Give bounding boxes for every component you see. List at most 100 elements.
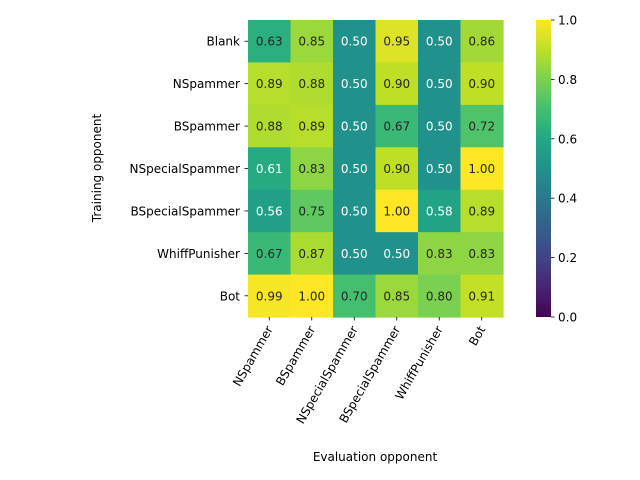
heatmap-cell [333, 232, 377, 276]
heatmap-cell [333, 189, 377, 233]
x-tick-label: BSpammer [273, 323, 318, 387]
cell-value-label: 0.50 [341, 247, 368, 261]
heatmap-cell [418, 147, 462, 191]
cell-value-label: 0.89 [298, 120, 325, 134]
y-tick-label: Blank [207, 35, 241, 49]
heatmap-cell [333, 20, 377, 64]
cell-value-label: 0.91 [468, 289, 495, 303]
cell-value-label: 0.67 [383, 120, 410, 134]
colorbar [536, 20, 551, 317]
heatmap-cell [375, 232, 419, 276]
heatmap-cell [418, 62, 462, 106]
heatmap-cell [375, 189, 419, 233]
colorbar-tick-label: 0.0 [558, 311, 577, 325]
cell-value-label: 0.56 [256, 204, 283, 218]
colorbar-tick-label: 0.4 [558, 192, 577, 206]
cell-value-label: 0.50 [341, 204, 368, 218]
y-tick-label: Bot [220, 289, 241, 303]
cell-value-label: 0.50 [341, 162, 368, 176]
heatmap-cell [290, 232, 334, 276]
cell-value-label: 1.00 [468, 162, 495, 176]
cell-value-label: 0.90 [383, 77, 410, 91]
cell-value-label: 0.50 [341, 120, 368, 134]
cell-value-label: 0.58 [426, 204, 453, 218]
heatmap-cell [375, 147, 419, 191]
cell-value-label: 1.00 [383, 204, 410, 218]
heatmap-cell [375, 274, 419, 318]
x-axis-label: Evaluation opponent [313, 450, 438, 464]
cell-value-label: 0.88 [256, 120, 283, 134]
heatmap-cell [460, 189, 504, 233]
heatmap-cell [248, 147, 292, 191]
y-axis-label: Training opponent [90, 114, 104, 224]
heatmap-cell [418, 20, 462, 64]
cell-value-label: 0.85 [298, 35, 325, 49]
x-tick-label: NSpammer [230, 323, 276, 388]
cell-value-label: 0.90 [383, 162, 410, 176]
heatmap-cell-labels: 0.63 0.85 0.50 0.95 0.50 0.86 0.89 0.88 0.50 0.90… [256, 35, 495, 304]
y-tick-label: WhiffPunisher [157, 247, 240, 261]
cell-value-label: 0.85 [383, 289, 410, 303]
heatmap-cell [460, 62, 504, 106]
cell-value-label: 1.00 [298, 289, 325, 303]
heatmap-cell [248, 274, 292, 318]
cell-value-label: 0.70 [341, 289, 368, 303]
cell-value-label: 0.61 [256, 162, 283, 176]
heatmap-cell [460, 147, 504, 191]
heatmap-cell [418, 104, 462, 148]
heatmap-cell [290, 189, 334, 233]
y-tick-label: NSpammer [173, 77, 240, 91]
heatmap-cell [333, 274, 377, 318]
cell-value-label: 0.95 [383, 35, 410, 49]
y-tick-label: BSpammer [174, 120, 240, 134]
colorbar-tick-label: 0.2 [558, 251, 577, 265]
heatmap-cell [375, 62, 419, 106]
heatmap-cell [290, 147, 334, 191]
heatmap-cell [290, 20, 334, 64]
heatmap-cell [248, 20, 292, 64]
cell-value-label: 0.50 [426, 35, 453, 49]
cell-value-label: 0.63 [256, 35, 283, 49]
cell-value-label: 0.90 [468, 77, 495, 91]
heatmap-cell [248, 62, 292, 106]
cell-value-label: 0.83 [298, 162, 325, 176]
cell-value-label: 0.89 [468, 204, 495, 218]
x-axis-ticks: NSpammerBSpammerNSpecialSpammerBSpecialS… [230, 317, 488, 426]
heatmap-cell [248, 189, 292, 233]
heatmap-cell [290, 62, 334, 106]
heatmap-cell [460, 232, 504, 276]
colorbar-tick-label: 0.8 [558, 73, 577, 87]
heatmap-cell [460, 20, 504, 64]
heatmap-cell [248, 104, 292, 148]
heatmap-cell [418, 274, 462, 318]
colorbar-ticks: 0.0 0.2 0.4 0.6 0.8 1.0 [551, 14, 577, 325]
cell-value-label: 0.80 [426, 289, 453, 303]
cell-value-label: 0.50 [426, 120, 453, 134]
y-tick-label: BSpecialSpammer [130, 204, 240, 218]
cell-value-label: 0.86 [468, 35, 495, 49]
heatmap-cells [248, 20, 504, 318]
y-tick-label: NSpecialSpammer [130, 162, 241, 176]
heatmap-cell [333, 147, 377, 191]
heatmap-cell [375, 104, 419, 148]
cell-value-label: 0.50 [426, 77, 453, 91]
heatmap-cell [333, 104, 377, 148]
cell-value-label: 0.83 [468, 247, 495, 261]
cell-value-label: 0.99 [256, 289, 283, 303]
heatmap-cell [290, 274, 334, 318]
cell-value-label: 0.50 [341, 77, 368, 91]
cell-value-label: 0.87 [298, 247, 325, 261]
cell-value-label: 0.67 [256, 247, 283, 261]
heatmap-cell [460, 104, 504, 148]
heatmap-cell [290, 104, 334, 148]
heatmap-cell [460, 274, 504, 318]
x-tick-label: Bot [466, 323, 488, 348]
cell-value-label: 0.50 [426, 162, 453, 176]
cell-value-label: 0.88 [298, 77, 325, 91]
cell-value-label: 0.75 [298, 204, 325, 218]
heatmap-cell [418, 232, 462, 276]
cell-value-label: 0.72 [468, 120, 495, 134]
cell-value-label: 0.50 [383, 247, 410, 261]
heatmap-cell [248, 232, 292, 276]
